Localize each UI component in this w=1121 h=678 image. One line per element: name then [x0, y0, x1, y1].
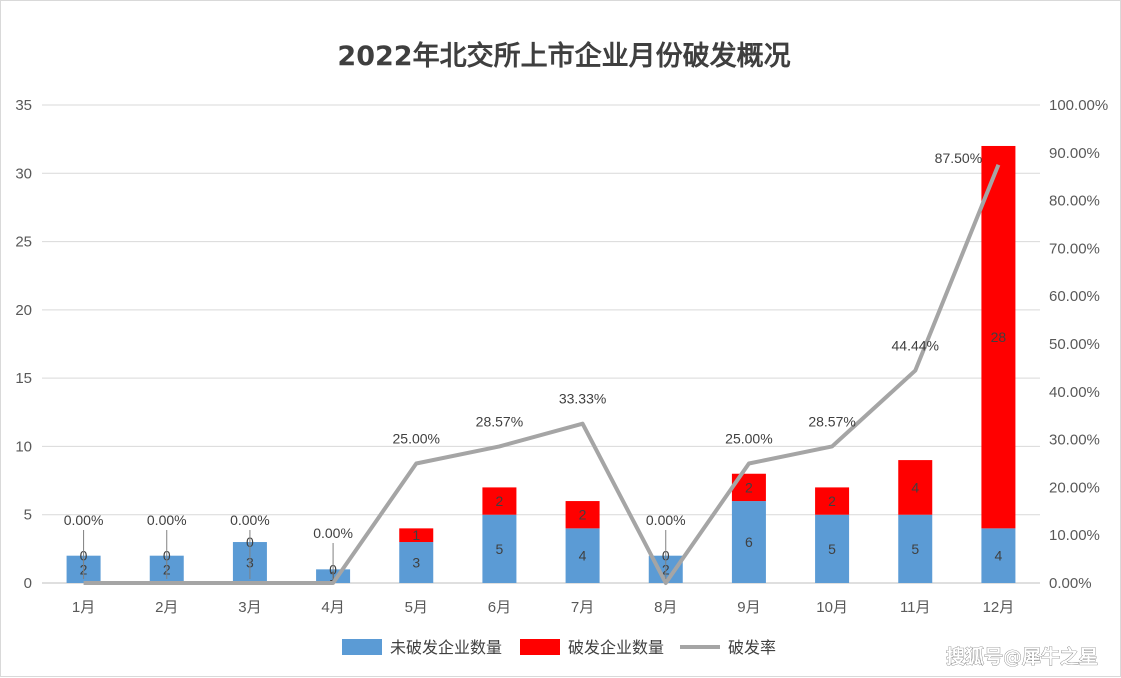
gridlines — [42, 104, 1040, 584]
data-label-unbroken: 6 — [745, 534, 753, 550]
legend-swatch-unbroken — [342, 639, 382, 655]
rate-data-label: 0.00% — [147, 512, 187, 528]
legend-label-broken: 破发企业数量 — [568, 638, 664, 657]
x-tick-label: 6月 — [488, 599, 511, 616]
y2-tick-label: 70.00% — [1049, 240, 1100, 257]
bar-unbroken — [898, 514, 933, 583]
rate-polyline — [83, 164, 1001, 585]
data-label-broken: 2 — [828, 493, 836, 509]
x-tick-label: 10月 — [816, 599, 848, 616]
data-label-broken: 2 — [745, 479, 753, 495]
y-tick-label: 10 — [15, 438, 32, 455]
rate-line: 0.00% 0.00% 0.00% 0.00% 25.00% 28.57% 33.33% 0.… — [64, 150, 1001, 585]
data-label-unbroken: 3 — [412, 555, 420, 571]
data-label-broken: 2 — [579, 507, 587, 523]
x-tick-label: 12月 — [983, 599, 1015, 616]
x-tick-label: 7月 — [571, 599, 594, 616]
rate-data-label: 0.00% — [646, 512, 686, 528]
bar-broken — [565, 501, 600, 529]
bar-unbroken — [981, 528, 1016, 583]
rate-data-label: 33.33% — [559, 391, 606, 407]
rate-data-label: 0.00% — [230, 512, 270, 528]
y2-tick-label: 100.00% — [1049, 97, 1108, 114]
y2-tick-label: 30.00% — [1049, 432, 1100, 449]
x-tick-label: 4月 — [321, 599, 344, 616]
data-label-unbroken: 5 — [911, 541, 919, 557]
bars: 2020301031524220625254428 — [66, 145, 1016, 584]
bar-unbroken — [731, 501, 766, 583]
bar-unbroken — [565, 528, 600, 583]
watermark: 搜狐号@犀牛之星 — [946, 645, 1098, 668]
bar-unbroken — [815, 514, 850, 583]
right-axis-ticks: 0.00% 10.00% 20.00% 30.00% 40.00% 50.00% 60.00… — [1049, 97, 1108, 592]
y-tick-label: 0 — [24, 575, 32, 592]
y-tick-label: 35 — [15, 97, 32, 114]
rate-data-label: 44.44% — [892, 338, 939, 354]
data-label-broken: 1 — [412, 527, 420, 543]
y2-tick-label: 90.00% — [1049, 145, 1100, 162]
legend-label-rate: 破发率 — [728, 638, 776, 657]
y2-tick-label: 40.00% — [1049, 384, 1100, 401]
bar-unbroken — [399, 542, 434, 583]
x-tick-label: 8月 — [654, 599, 677, 616]
data-label-broken: 4 — [911, 479, 919, 495]
bar-broken — [898, 460, 933, 515]
y2-tick-label: 60.00% — [1049, 288, 1100, 305]
chart-title: 2022年北交所上市企业月份破发概况 — [337, 40, 790, 72]
data-label-unbroken: 5 — [496, 541, 504, 557]
data-label-unbroken: 5 — [828, 541, 836, 557]
y2-tick-label: 20.00% — [1049, 479, 1100, 496]
x-tick-label: 11月 — [900, 599, 931, 616]
rate-data-label: 25.00% — [393, 431, 440, 447]
y-tick-label: 15 — [15, 370, 32, 387]
legend-label-unbroken: 未破发企业数量 — [390, 638, 502, 657]
bar-broken — [815, 487, 850, 515]
data-label-unbroken: 4 — [579, 548, 587, 564]
y-tick-label: 5 — [24, 507, 32, 524]
rate-data-label: 28.57% — [808, 413, 855, 429]
x-axis-ticks: 1月 2月 3月 4月 5月 6月 7月 8月 9月 10月 11月 12月 — [72, 599, 1014, 616]
y2-tick-label: 50.00% — [1049, 336, 1100, 353]
x-tick-label: 2月 — [155, 599, 178, 616]
data-label-broken: 2 — [496, 493, 504, 509]
y-tick-label: 20 — [15, 302, 32, 319]
x-tick-label: 5月 — [405, 599, 428, 616]
left-axis-ticks: 0 5 10 15 20 25 30 35 — [15, 97, 32, 592]
y2-tick-label: 10.00% — [1049, 527, 1100, 544]
bar-broken — [482, 487, 517, 515]
y2-tick-label: 0.00% — [1049, 575, 1092, 592]
data-label-broken: 28 — [991, 329, 1007, 345]
x-tick-label: 9月 — [737, 599, 760, 616]
rate-data-label: 28.57% — [476, 413, 523, 429]
rate-data-label: 25.00% — [725, 431, 772, 447]
y2-tick-label: 80.00% — [1049, 193, 1100, 210]
bar-broken — [981, 145, 1016, 529]
rate-data-label: 87.50% — [935, 150, 982, 166]
x-tick-label: 3月 — [238, 599, 261, 616]
y-tick-label: 30 — [15, 165, 32, 182]
legend-swatch-broken — [520, 639, 560, 655]
rate-data-label: 0.00% — [64, 512, 104, 528]
y-tick-label: 25 — [15, 234, 32, 251]
x-tick-label: 1月 — [72, 599, 95, 616]
bar-unbroken — [482, 514, 517, 583]
legend: 未破发企业数量 破发企业数量 破发率 — [342, 638, 776, 657]
rate-data-label: 0.00% — [313, 525, 353, 541]
data-label-unbroken: 4 — [995, 548, 1003, 564]
bar-broken — [399, 528, 434, 543]
